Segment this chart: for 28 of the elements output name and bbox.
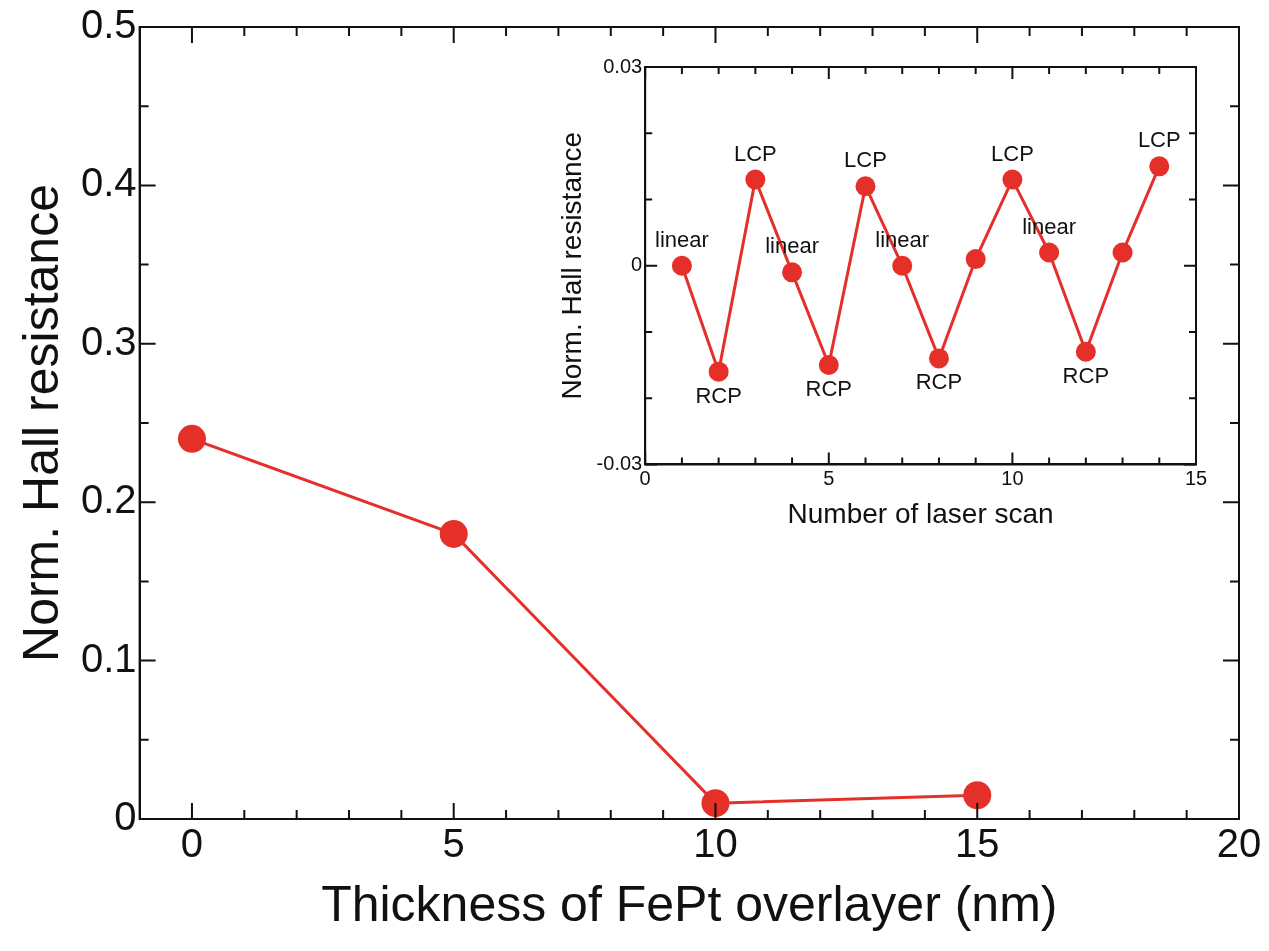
x-tick-label: 10 [693, 821, 738, 866]
annotation: LCP [991, 140, 1034, 166]
annotation: RCP [805, 376, 853, 402]
y-tick-label: 0 [631, 253, 643, 276]
x-axis-title: Number of laser scan [787, 497, 1054, 529]
annotation: linear [655, 226, 709, 252]
y-axis-title: Norm. Hall resistance [12, 184, 69, 662]
x-tick-label: 5 [442, 821, 465, 866]
y-tick-label: 0.4 [81, 160, 137, 205]
x-tick-label: 15 [954, 821, 1000, 866]
x-axis-title: Thickness of FePt overlayer (nm) [321, 875, 1058, 932]
annotation: LCP [844, 147, 887, 173]
y-tick-label: 0.5 [81, 2, 137, 47]
annotation: RCP [1062, 362, 1110, 388]
x-tick-label: 0 [180, 821, 204, 866]
y-tick-label: 0.3 [81, 318, 137, 363]
annotation: RCP [695, 382, 742, 408]
x-tick-label: 20 [1216, 821, 1262, 866]
annotation: LCP [1137, 127, 1181, 153]
x-tick-label: 15 [1184, 466, 1208, 489]
y-axis-title: Norm. Hall resistance [555, 131, 587, 400]
annotation: RCP [915, 369, 963, 395]
x-tick-label: 10 [1001, 466, 1024, 489]
y-tick-label: 0.1 [81, 635, 137, 680]
y-tick-label: 0.2 [81, 477, 137, 522]
annotation: LCP [733, 140, 777, 166]
x-tick-label: 5 [823, 466, 835, 489]
y-tick-label: 0.03 [603, 54, 643, 77]
